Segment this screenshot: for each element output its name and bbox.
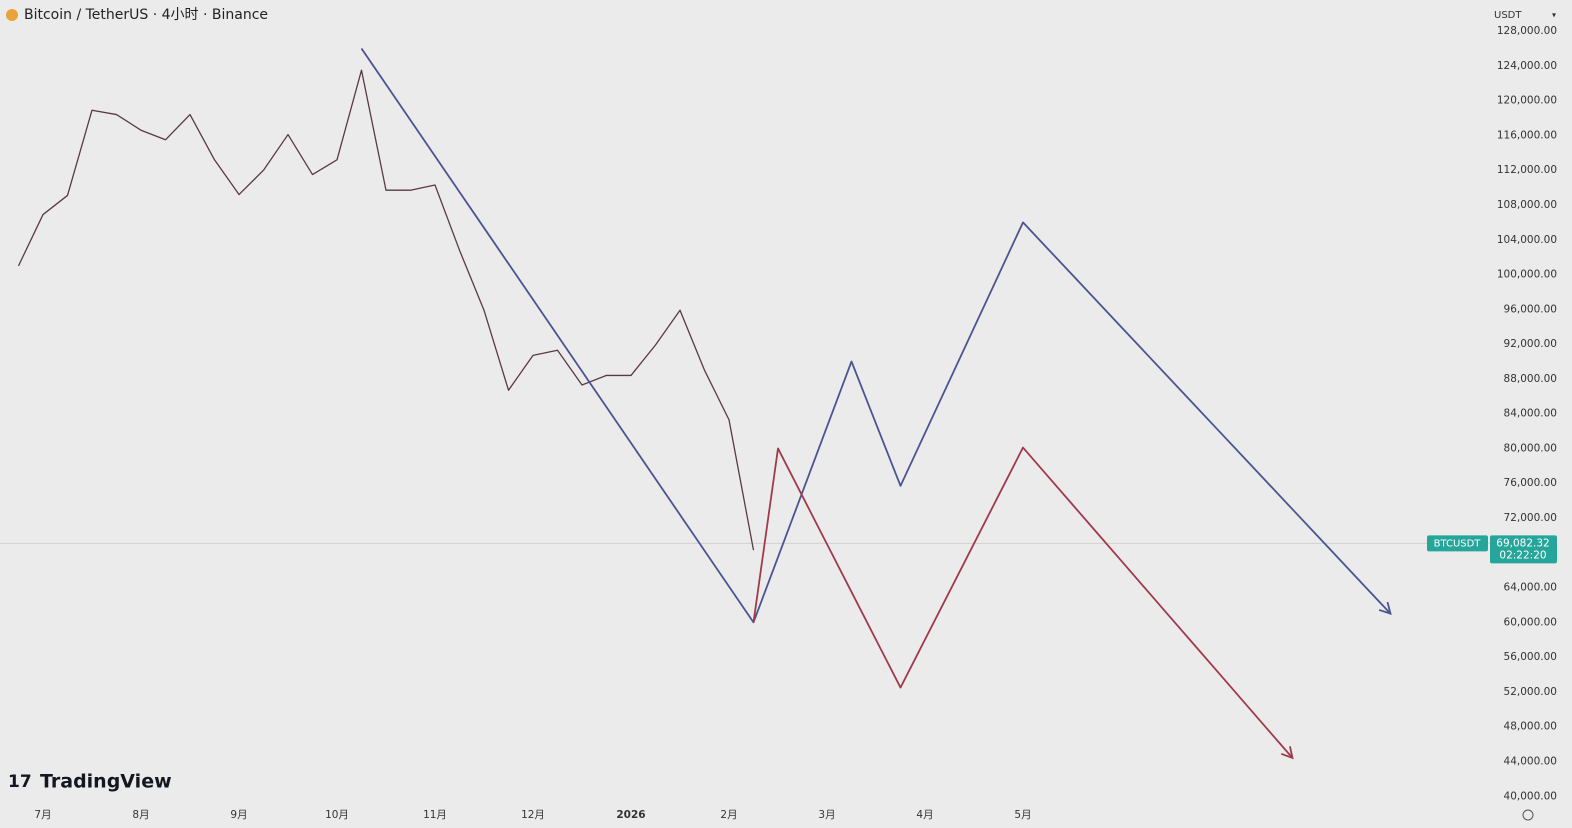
y-tick-label: 64,000.00 [1504,582,1557,594]
price-label: 69,082.32 [1496,537,1549,549]
y-tick-label: 84,000.00 [1504,408,1557,420]
series-line [360,47,1392,624]
currency[interactable]: USDT [1494,10,1522,21]
series-line [752,446,1294,759]
y-tick-label: 88,000.00 [1504,373,1557,385]
y-tick-label: 124,000.00 [1497,60,1557,72]
price-tag [1490,535,1557,564]
symbol-label: BTCUSDT [1434,538,1482,549]
countdown-label: 02:22:20 [1499,549,1546,561]
y-tick-label: 60,000.00 [1504,616,1557,628]
x-tick-label: 11月 [423,809,447,821]
x-tick-label: 5月 [1014,809,1031,821]
x-tick-label: 2月 [720,809,737,821]
x-tick-label: 10月 [325,809,349,821]
arrow-head [1280,746,1294,760]
brand: TradingView [40,771,172,793]
x-tick-label: 7月 [34,809,51,821]
x-tick-label: 3月 [818,809,835,821]
y-tick-label: 100,000.00 [1497,269,1557,281]
y-tick-label: 120,000.00 [1497,95,1557,107]
y-tick-label: 128,000.00 [1497,25,1557,37]
y-tick-label: 80,000.00 [1504,442,1557,454]
y-tick-label: 48,000.00 [1504,721,1557,733]
y-tick-label: 104,000.00 [1497,234,1557,246]
x-tick-label: 9月 [230,809,247,821]
y-tick-label: 116,000.00 [1497,129,1557,141]
arrow-head [1378,601,1392,616]
y-tick-label: 76,000.00 [1504,477,1557,489]
y-tick-label: 52,000.00 [1504,686,1557,698]
y-tick-label: 112,000.00 [1497,164,1557,176]
y-tick-label: 56,000.00 [1504,651,1557,663]
y-tick-label: 44,000.00 [1504,755,1557,767]
brand-logo: 17 [8,772,32,792]
x-tick-label: 8月 [132,809,149,821]
y-tick-label: 40,000.00 [1504,790,1557,802]
settings-icon[interactable] [1522,809,1534,821]
chart-title: Bitcoin / TetherUS · 4小时 · Binance [24,7,268,23]
x-tick-label: 2026 [616,809,645,821]
y-tick-label: 72,000.00 [1504,512,1557,524]
currency-dropdown[interactable]: ▾ [1552,11,1556,20]
series-line [17,69,755,551]
x-tick-label: 4月 [916,809,933,821]
x-tick-label: 12月 [521,809,545,821]
symbol-icon [6,9,18,21]
y-tick-label: 92,000.00 [1504,338,1557,350]
symbol-tag [1427,535,1488,552]
y-tick-label: 96,000.00 [1504,303,1557,315]
y-tick-label: 108,000.00 [1497,199,1557,211]
